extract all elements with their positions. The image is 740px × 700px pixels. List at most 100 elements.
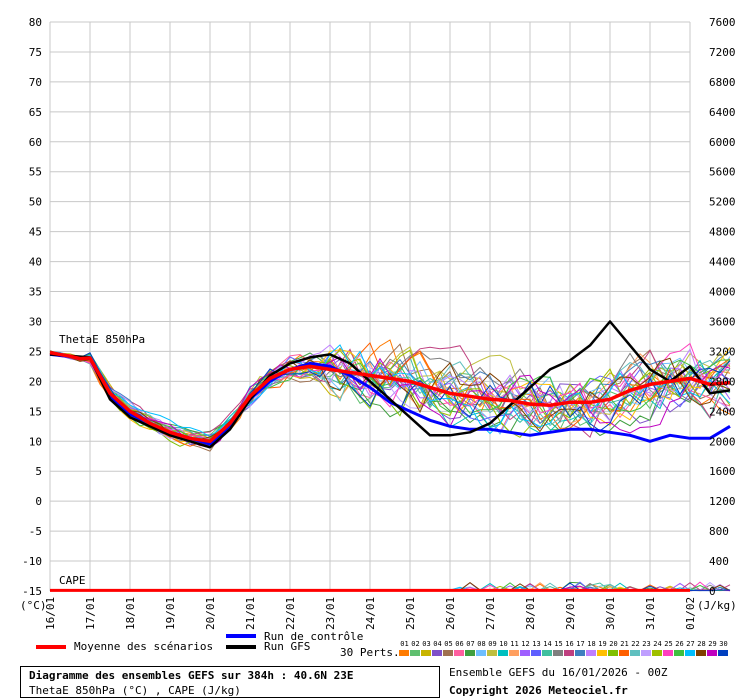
pert-legend-label: 19 — [598, 640, 607, 648]
y-tick-label: 20 — [29, 375, 42, 388]
theta-label: ThetaE 850hPa — [59, 333, 145, 346]
x-tick-label: 28/01 — [524, 597, 537, 630]
pert-legend-swatch — [399, 650, 409, 656]
pert-legend-label: 25 — [664, 640, 673, 648]
y2-tick-label: 3200 — [709, 345, 736, 358]
x-tick-label: 21/01 — [244, 597, 257, 630]
pert-legend-swatch — [575, 650, 585, 656]
y-tick-label: 60 — [29, 136, 42, 149]
pert-legend-item: 18 — [586, 640, 597, 660]
pert-legend-item: 30 — [718, 640, 729, 660]
pert-legend-swatch — [498, 650, 508, 656]
right-unit-label: (J/kg) — [697, 599, 737, 612]
mean-line — [49, 350, 731, 444]
pert-legend-swatch — [454, 650, 464, 656]
legend-mean-label: Moyenne des scénarios — [74, 640, 214, 653]
y-tick-label: -5 — [29, 525, 42, 538]
pert-legend-label: 17 — [576, 640, 585, 648]
y-tick-label: 10 — [29, 435, 42, 448]
pert-legend-item: 05 — [443, 640, 454, 660]
title-box: Diagramme des ensembles GEFS sur 384h : … — [20, 666, 440, 698]
pert-legend-label: 29 — [708, 640, 717, 648]
pert-legend-item: 23 — [641, 640, 652, 660]
pert-legend-swatch — [476, 650, 486, 656]
pert-legend-item: 11 — [509, 640, 520, 660]
legend-control-swatch — [226, 634, 256, 638]
pert-legend-swatch — [531, 650, 541, 656]
y2-tick-label: 5600 — [709, 166, 736, 179]
pert-legend-swatch — [696, 650, 706, 656]
y2-tick-label: 0 — [709, 585, 716, 598]
legend-control-label: Run de contrôle — [264, 630, 364, 643]
pert-legend-label: 12 — [521, 640, 530, 648]
pert-legend-label: 27 — [686, 640, 695, 648]
x-tick-label: 19/01 — [164, 597, 177, 630]
y-tick-label: 45 — [29, 226, 42, 239]
x-tick-label: 30/01 — [604, 597, 617, 630]
pert-legend-swatch — [443, 650, 453, 656]
pert-legend-item: 25 — [663, 640, 674, 660]
pert-legend-item: 04 — [432, 640, 443, 660]
left-unit-label: (°C) — [20, 599, 47, 612]
pert-legend-swatch — [509, 650, 519, 656]
pert-legend-swatch — [641, 650, 651, 656]
y-tick-label: 80 — [29, 16, 42, 29]
pert-legend-swatch — [465, 650, 475, 656]
pert-legend-swatch — [421, 650, 431, 656]
y-tick-label: 40 — [29, 256, 42, 269]
y-tick-label: -15 — [22, 585, 42, 598]
y2-tick-label: 7600 — [709, 16, 736, 29]
pert-legend-swatch — [718, 650, 728, 656]
y2-tick-label: 4400 — [709, 256, 736, 269]
pert-legend-label: 10 — [499, 640, 508, 648]
pert-legend-item: 26 — [674, 640, 685, 660]
y2-tick-label: 1600 — [709, 465, 736, 478]
perturbation-line — [49, 352, 731, 447]
y2-tick-label: 1200 — [709, 495, 736, 508]
pert-legend-swatch — [619, 650, 629, 656]
pert-legend-item: 17 — [575, 640, 586, 660]
title-line-2: ThetaE 850hPa (°C) , CAPE (J/kg) — [29, 684, 241, 697]
x-tick-label: 24/01 — [364, 597, 377, 630]
x-tick-label: 27/01 — [484, 597, 497, 630]
pert-legend-label: 24 — [653, 640, 662, 648]
x-tick-label: 01/02 — [684, 597, 697, 630]
pert-legend-label: 08 — [477, 640, 486, 648]
control-run-line — [49, 352, 731, 446]
y-tick-label: 65 — [29, 106, 42, 119]
y-tick-label: 30 — [29, 315, 42, 328]
y-tick-label: 55 — [29, 166, 42, 179]
pert-legend-item: 06 — [454, 640, 465, 660]
copyright: Copyright 2026 Meteociel.fr — [449, 684, 628, 697]
pert-legend-swatch — [586, 650, 596, 656]
y-tick-label: 70 — [29, 76, 42, 89]
y-tick-label: 75 — [29, 46, 42, 59]
pert-legend-label: 01 — [400, 640, 409, 648]
x-tick-label: 23/01 — [324, 597, 337, 630]
y2-tick-label: 7200 — [709, 46, 736, 59]
pert-legend-item: 13 — [531, 640, 542, 660]
pert-legend-item: 08 — [476, 640, 487, 660]
y2-tick-label: 6000 — [709, 136, 736, 149]
pert-legend-swatch — [520, 650, 530, 656]
y2-tick-label: 5200 — [709, 196, 736, 209]
pert-legend-label: 18 — [587, 640, 596, 648]
pert-legend-item: 02 — [410, 640, 421, 660]
pert-legend-swatch — [685, 650, 695, 656]
perturbation-line — [49, 344, 731, 448]
legend-mean-swatch — [36, 645, 66, 649]
x-tick-label: 20/01 — [204, 597, 217, 630]
pert-legend-label: 28 — [697, 640, 706, 648]
pert-legend-item: 01 — [399, 640, 410, 660]
pert-legend-item: 28 — [696, 640, 707, 660]
x-tick-label: 18/01 — [124, 597, 137, 630]
y-tick-label: 15 — [29, 405, 42, 418]
pert-legend-item: 15 — [553, 640, 564, 660]
y2-tick-label: 3600 — [709, 315, 736, 328]
x-tick-label: 22/01 — [284, 597, 297, 630]
pert-legend-swatch — [630, 650, 640, 656]
pert-legend-swatch — [597, 650, 607, 656]
legend-perts-label: 30 Perts. — [340, 646, 400, 659]
pert-legend-item: 19 — [597, 640, 608, 660]
y-tick-label: 35 — [29, 286, 42, 299]
